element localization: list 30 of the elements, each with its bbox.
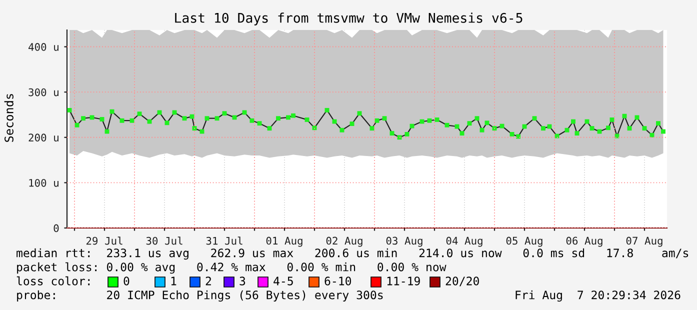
text: 20/20 bbox=[446, 276, 479, 286]
text: probe: 20 ICMP Echo Pings (56 Bytes) every 300s bbox=[17, 290, 383, 302]
y-axis-title: Seconds bbox=[4, 94, 14, 142]
y-tick-label: 400 u bbox=[28, 43, 58, 51]
x-tick-label: 07 Aug bbox=[626, 236, 662, 247]
text: 6-10 bbox=[324, 276, 352, 286]
y-tick-label: 100 u bbox=[29, 178, 58, 187]
y-tick-label: 0 bbox=[54, 224, 59, 232]
text: loss color: bbox=[16, 276, 90, 286]
text: median rtt: 233.1 us avg 262.9 us max 200.6 us min 214.0 us now 0.0 ms sd 17.8 am/s bbox=[16, 248, 688, 260]
x-tick-label: 06 Aug bbox=[566, 236, 602, 247]
text: 0 bbox=[124, 276, 130, 286]
text: 2 bbox=[206, 276, 211, 286]
text: 4-5 bbox=[274, 276, 293, 286]
text: 3 bbox=[240, 276, 246, 286]
text: 11-19 bbox=[387, 276, 420, 286]
x-tick-label: 31 Jul bbox=[206, 236, 242, 245]
text: Fri Aug 7 20:29:34 2026 bbox=[516, 290, 680, 302]
chart-title: Last 10 Days from tmsvmw to VMw Nemesis v6-5 bbox=[175, 12, 522, 26]
y-tick-label: 200 u bbox=[28, 134, 58, 142]
x-tick-label: 04 Aug bbox=[446, 236, 482, 247]
x-tick-label: 29 Jul bbox=[86, 236, 122, 245]
x-tick-label: 05 Aug bbox=[506, 236, 542, 247]
text: packet loss: 0.00 % avg 0.42 % max 0.00 % min 0.00 % now bbox=[17, 262, 446, 274]
x-tick-label: 30 Jul bbox=[146, 236, 182, 245]
text: 1 bbox=[171, 276, 176, 286]
x-tick-label: 01 Aug bbox=[266, 236, 302, 247]
x-tick-label: 03 Aug bbox=[386, 236, 422, 247]
x-tick-label: 02 Aug bbox=[326, 236, 362, 247]
y-tick-label: 300 u bbox=[28, 88, 58, 96]
